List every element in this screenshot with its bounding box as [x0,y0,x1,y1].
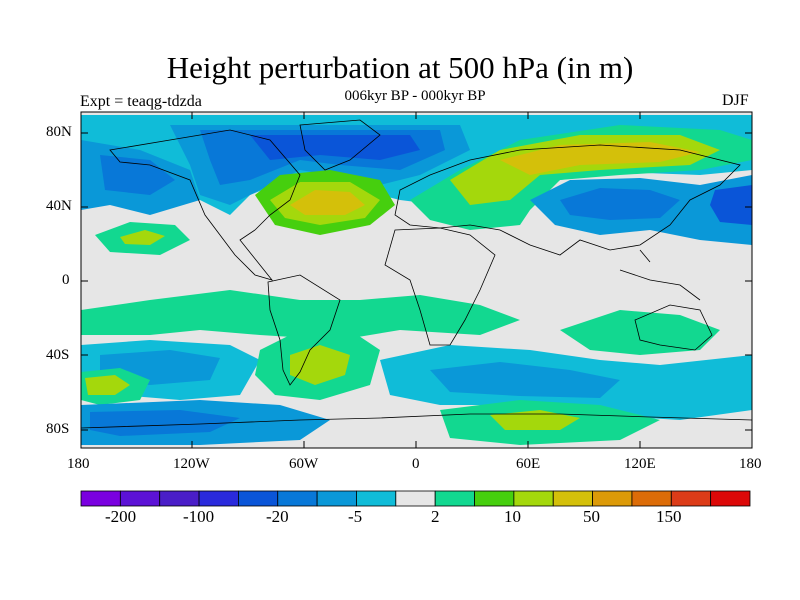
colorbar-label: 10 [504,507,521,526]
coast-australia [634,304,713,351]
contour-neg-siberia-core [560,188,680,220]
lon-label-120w: 120W [173,456,210,472]
contour-neg-greenland-deep [250,135,420,160]
colorbar-swatch [434,490,475,507]
colorbar-swatch [238,490,279,507]
colorbar-swatch [316,490,357,507]
colorbar-swatch [395,490,436,507]
coast-south-america [267,274,341,386]
lat-ticks [81,132,752,431]
lat-label-80s: 80S [46,421,70,437]
coast-africa [384,227,496,346]
colorbar-swatch [80,490,121,507]
contour-neg-npacific-core [710,185,752,225]
colorbar-swatch [159,490,200,507]
colorbar-label: 2 [431,507,440,526]
coast-europe-asia [394,144,741,256]
contour-neg-southern-indian-core [430,362,620,398]
colorbar-label: 50 [583,507,600,526]
colorbar-label: -100 [183,507,215,526]
lon-label-120e: 120E [624,456,656,472]
lon-label-60e: 60E [516,456,541,472]
contour-neg-pacific-core [100,155,175,195]
colorbar-label: -5 [348,507,363,526]
season-label: DJF [722,92,749,109]
lat-label-40n: 40N [46,198,72,214]
colorbar-swatch [119,490,161,507]
colorbar-label: -200 [105,507,137,526]
contour-pos-tropical-pacific-core [120,230,165,245]
colorbar-swatch [710,490,751,507]
coast-north-america [109,129,301,281]
contour-pos-indian [560,310,720,355]
lon-label-60w: 60W [289,456,319,472]
contour-pos-antarctic-indian-core [490,410,580,430]
coast-greenland [299,119,381,171]
lon-label-180e: 180 [739,456,762,472]
colorbar-label: -20 [266,507,289,526]
colorbar-swatch [513,490,554,507]
coast-maritime-continent [619,249,701,301]
experiment-label: Expt = teaqg-tdzda [80,93,202,110]
coast-antarctica [81,413,752,429]
contour-pos-south-atlantic-core [290,345,350,385]
plot-subtitle: 006kyr BP - 000kyr BP [344,88,486,104]
colorbar [80,490,751,507]
colorbar-swatch [631,490,672,507]
colorbar-label: 150 [656,507,682,526]
lat-label-80n: 80N [46,124,72,140]
lon-label-0: 0 [412,456,420,472]
colorbar-swatch [356,490,397,507]
contour-pos-southern-band [81,290,520,340]
colorbar-swatch [198,490,239,507]
colorbar-swatch [474,490,515,507]
lat-label-0: 0 [62,272,70,288]
coastlines [81,119,752,429]
contour-pos-atlantic-core [290,190,365,215]
colorbar-swatch [670,490,712,507]
lat-label-40s: 40S [46,347,70,363]
contour-pos-eurasia-core [500,142,700,175]
lon-ticks [191,112,641,448]
contour-pos-south-pacific-high-core [85,375,130,395]
contour-neg-antarctic-pacific-core [90,410,240,436]
colorbar-swatch [552,490,593,507]
colorbar-swatch [277,490,318,507]
plot-title: Height perturbation at 500 hPa (in m) [166,50,634,85]
colorbar-swatch [592,490,633,507]
lon-label-180w: 180 [67,456,90,472]
